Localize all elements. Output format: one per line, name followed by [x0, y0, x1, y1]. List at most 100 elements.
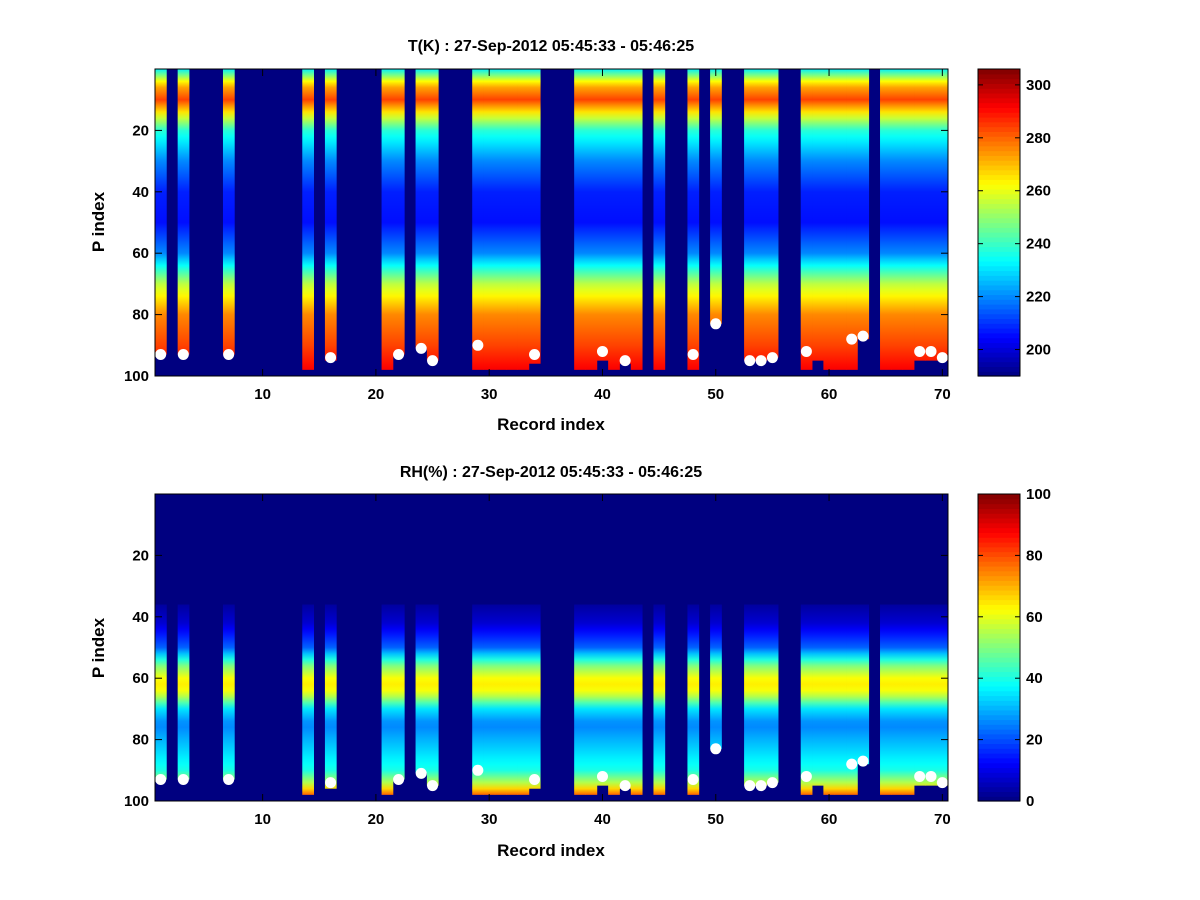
colorbar-swatch — [978, 517, 1020, 524]
colorbar-swatch — [978, 757, 1020, 764]
profile-column — [619, 69, 632, 364]
colorbar-swatch — [978, 371, 1020, 377]
colorbar-swatch — [978, 136, 1020, 142]
profile-column — [608, 604, 620, 795]
x-tick-label: 60 — [821, 811, 838, 828]
colorbar-swatch — [978, 304, 1020, 310]
colorbar-tick-label: 260 — [1026, 183, 1051, 200]
surface-marker — [925, 345, 937, 357]
profile-column — [426, 69, 439, 361]
profile-column — [528, 604, 541, 789]
colorbar-swatch — [978, 256, 1020, 262]
profile-column — [528, 69, 541, 364]
profile-column — [880, 604, 892, 795]
colorbar-swatch — [978, 714, 1020, 721]
profile-column — [936, 69, 949, 361]
colorbar-swatch — [978, 695, 1020, 701]
profile-column — [891, 69, 904, 370]
profile-column — [574, 69, 586, 370]
x-tick-label: 50 — [707, 811, 724, 828]
surface-marker — [427, 355, 439, 367]
colorbar-swatch — [978, 494, 1020, 500]
x-tick-label: 60 — [821, 386, 838, 403]
surface-marker — [223, 774, 235, 786]
colorbar-swatch — [978, 251, 1020, 257]
colorbar-swatch — [978, 174, 1020, 180]
surface-marker — [529, 774, 541, 786]
profile-column — [710, 69, 722, 324]
profile-column — [415, 604, 428, 774]
colorbar-swatch — [978, 661, 1020, 668]
colorbar-swatch — [978, 671, 1020, 677]
colorbar-swatch — [978, 73, 1020, 80]
humidity-title: RH(%) : 27-Sep-2012 05:45:33 - 05:46:25 — [400, 464, 702, 481]
colorbar-swatch — [978, 116, 1020, 123]
colorbar-swatch — [978, 188, 1020, 195]
profile-column — [812, 604, 824, 786]
surface-marker — [177, 774, 189, 786]
colorbar-swatch — [978, 184, 1020, 190]
colorbar-swatch — [978, 666, 1020, 673]
profile-column — [494, 69, 507, 370]
surface-marker — [710, 743, 722, 755]
colorbar-swatch — [978, 164, 1020, 171]
surface-marker — [619, 780, 631, 792]
profile-column — [891, 604, 904, 795]
profile-column — [483, 604, 496, 795]
profile-column — [800, 604, 813, 795]
profile-column — [472, 69, 484, 370]
profile-column — [585, 604, 598, 795]
colorbar-swatch — [978, 503, 1020, 509]
profile-column — [426, 604, 439, 786]
surface-marker — [857, 755, 869, 767]
colorbar-swatch — [978, 781, 1020, 788]
surface-marker — [472, 339, 484, 351]
profile-column — [472, 604, 484, 795]
profile-column — [302, 604, 314, 795]
temperature-colorbar-ticks: 200 220 240 260 280 300 — [978, 77, 1051, 359]
surface-marker — [755, 355, 767, 367]
colorbar-swatch — [978, 537, 1020, 543]
colorbar-swatch — [978, 628, 1020, 634]
colorbar-swatch — [978, 498, 1020, 505]
colorbar-swatch — [978, 366, 1020, 372]
colorbar-swatch — [978, 284, 1020, 291]
colorbar-swatch — [978, 652, 1020, 658]
surface-marker — [223, 349, 235, 361]
profile-column — [381, 604, 394, 795]
colorbar-swatch — [978, 609, 1020, 615]
y-tick-label: 100 — [124, 368, 149, 385]
colorbar-swatch — [978, 212, 1020, 219]
colorbar-swatch — [978, 748, 1020, 754]
colorbar-tick-label: 80 — [1026, 547, 1043, 564]
temperature-heatmap — [155, 69, 949, 376]
colorbar-swatch — [978, 337, 1020, 344]
profile-column — [766, 69, 779, 358]
x-tick-label: 70 — [934, 811, 951, 828]
colorbar-swatch — [978, 193, 1020, 200]
x-tick-label: 40 — [594, 386, 611, 403]
x-tick-label: 70 — [934, 386, 951, 403]
surface-marker — [800, 345, 812, 357]
colorbar-swatch — [978, 92, 1020, 99]
surface-marker — [744, 780, 756, 792]
profile-column — [823, 69, 836, 370]
profile-column — [608, 69, 620, 370]
colorbar-swatch — [978, 729, 1020, 735]
colorbar-swatch — [978, 318, 1020, 324]
colorbar-tick-label: 60 — [1026, 609, 1043, 626]
profile-column — [155, 604, 167, 780]
temperature-panel: T(K) : 27-Sep-2012 05:45:33 - 05:46:25 1… — [89, 38, 1051, 434]
profile-column — [902, 604, 915, 795]
colorbar-swatch — [978, 145, 1020, 152]
colorbar-swatch — [978, 332, 1020, 339]
colorbar-swatch — [978, 705, 1020, 711]
surface-marker — [596, 345, 608, 357]
profile-column — [415, 69, 428, 349]
profile-column — [381, 69, 394, 370]
surface-marker — [325, 777, 337, 789]
colorbar-swatch — [978, 719, 1020, 725]
y-tick-label: 60 — [132, 670, 149, 687]
colorbar-swatch — [978, 570, 1020, 577]
colorbar-swatch — [978, 179, 1020, 185]
